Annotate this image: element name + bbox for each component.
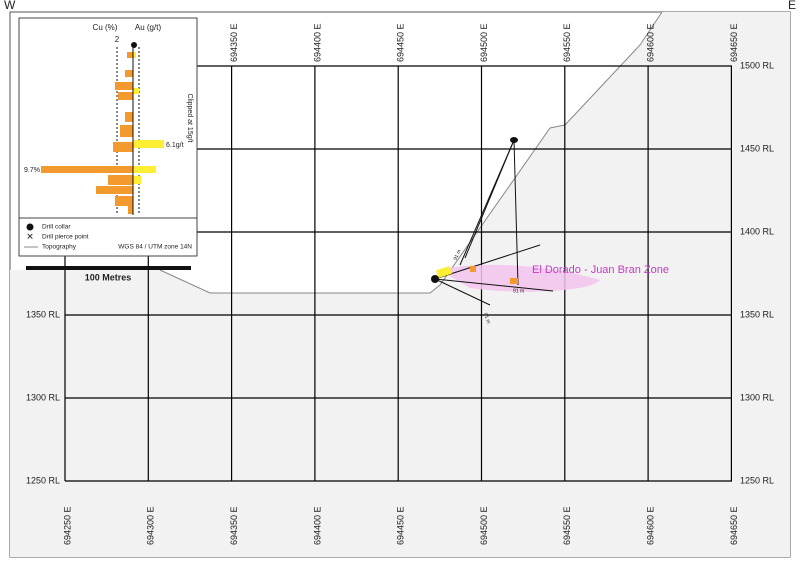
elevation-label: 1300 RL <box>26 392 60 402</box>
easting-label: 694350 E <box>229 23 239 62</box>
easting-label: 694550 E <box>562 23 572 62</box>
cu-tick-label: 2 <box>115 35 120 44</box>
easting-label: 694400 E <box>312 506 322 545</box>
elevation-label: 1400 RL <box>740 226 774 236</box>
easting-label: 694450 E <box>396 23 406 62</box>
easting-label: 694650 E <box>729 23 739 62</box>
legend-pierce-symbol: ✕ <box>26 231 34 241</box>
drill-collar <box>510 137 518 143</box>
elevation-label: 1350 RL <box>26 309 60 319</box>
elevation-label: 1300 RL <box>740 392 774 402</box>
scale-bar <box>26 266 191 270</box>
easting-label: 694550 E <box>562 506 572 545</box>
legend-collar: Drill collar <box>42 224 71 231</box>
inset-panel <box>18 17 198 257</box>
inset-collar <box>131 42 137 48</box>
cu-axis-label: Cu (%) <box>93 23 118 32</box>
cu-max-label: 9.7% <box>24 167 40 174</box>
intercept <box>436 266 452 278</box>
elevation-label: 1500 RL <box>740 60 774 70</box>
intercept <box>510 278 518 284</box>
au-axis-label: Au (g/t) <box>135 23 162 32</box>
east-label: E <box>788 0 796 12</box>
ore-zone <box>440 264 600 292</box>
west-label: W <box>4 0 16 12</box>
inset-bars <box>41 52 164 214</box>
zone-label: El Dorado - Juan Bran Zone <box>532 264 669 276</box>
intercept <box>470 266 476 272</box>
scale-label: 100 Metres <box>85 272 132 282</box>
legend-topography: Topography <box>42 244 77 251</box>
hole-label: 91 m <box>482 312 491 325</box>
ground <box>10 12 790 557</box>
au-max-label: 6.1g/t <box>166 142 184 149</box>
hole-label: 91 m <box>453 249 463 262</box>
elevation-label: 1250 RL <box>740 475 774 485</box>
easting-label: 694400 E <box>312 23 322 62</box>
easting-label: 694500 E <box>479 506 489 545</box>
hole-label: 91 m <box>513 288 524 294</box>
easting-label: 694300 E <box>146 506 156 545</box>
legend-pierce: Drill pierce point <box>42 234 89 241</box>
easting-label: 694650 E <box>729 506 739 545</box>
easting-label: 694500 E <box>479 23 489 62</box>
legend-projection: WGS 84 / UTM zone 14N <box>118 244 192 251</box>
topography-line <box>159 11 663 294</box>
elevation-label: 1450 RL <box>740 143 774 153</box>
easting-label: 694450 E <box>396 506 406 545</box>
easting-label: 694350 E <box>229 506 239 545</box>
legend-collar-symbol <box>26 223 34 231</box>
drill-traces <box>434 139 554 306</box>
easting-label: 694600 E <box>645 506 655 545</box>
clip-note: Clipped at 15g/t <box>186 93 193 142</box>
elevation-label: 1250 RL <box>26 475 60 485</box>
elevation-label: 1350 RL <box>740 309 774 319</box>
easting-label: 694250 E <box>62 506 72 545</box>
easting-label: 694600 E <box>645 23 655 62</box>
drill-collar <box>431 275 439 283</box>
